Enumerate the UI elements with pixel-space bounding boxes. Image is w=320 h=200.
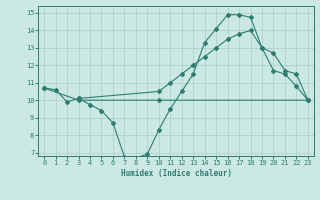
X-axis label: Humidex (Indice chaleur): Humidex (Indice chaleur) (121, 169, 231, 178)
